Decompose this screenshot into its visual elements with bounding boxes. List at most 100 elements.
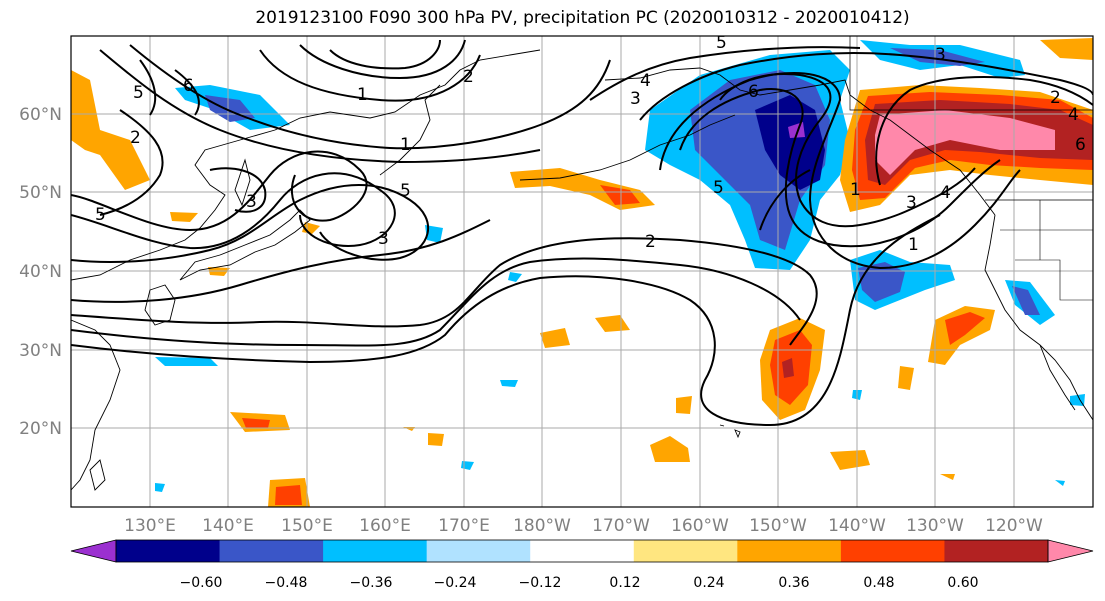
precip-negative-region: [155, 483, 165, 492]
precip-positive-region: [71, 70, 150, 190]
precip-positive-region: [945, 312, 985, 345]
pv-contour: [99, 109, 164, 216]
pv-contour-label: 4: [1068, 105, 1079, 125]
pv-contour-label: 4: [640, 71, 651, 91]
precip-positive-region: [595, 315, 630, 332]
colorbar-segment: [840, 540, 945, 562]
colorbar-tick-labels: −0.60 −0.48 −0.36 −0.24 −0.12 0.12 0.24 …: [180, 575, 979, 591]
precip-positive-region: [510, 168, 655, 210]
precip-positive-region: [650, 436, 690, 462]
pv-contour-label: 1: [908, 235, 919, 255]
precip-positive-region: [940, 474, 955, 480]
precip-negative-region: [788, 122, 805, 138]
lon-label: 140°E: [202, 516, 254, 536]
colorbar-segment: [633, 540, 738, 562]
colorbar-segment: [737, 540, 842, 562]
pv-contour: [875, 76, 1093, 186]
lon-label: 170°E: [438, 516, 490, 536]
gridlines: [71, 36, 1093, 507]
pv-contour-label: 2: [463, 67, 474, 87]
pv-contour: [679, 88, 1001, 248]
pv-contour-label: 6: [748, 82, 759, 102]
colorbar: [70, 539, 1094, 563]
asia-coast: [71, 49, 541, 281]
state-borders: [1000, 200, 1093, 301]
pv-contour: [329, 39, 441, 70]
pv-contour-label: 4: [940, 183, 951, 203]
pv-contour-label: 3: [935, 45, 946, 65]
precip-positive-region: [428, 433, 444, 446]
precip-negative-region: [500, 380, 518, 387]
colorbar-segment: [530, 540, 635, 562]
lon-label: 180°W: [513, 516, 571, 536]
pv-contour: [259, 49, 481, 102]
colorbar-tick-label: −0.36: [350, 575, 393, 591]
colorbar-outline: [115, 539, 1049, 563]
precip-negative-region: [461, 461, 474, 470]
pv-contour: [99, 49, 541, 164]
pv-contour: [639, 52, 1093, 121]
pv-contour-label: 3: [630, 89, 641, 109]
pv-contour: [174, 69, 200, 116]
pv-contour: [759, 169, 811, 231]
pv-contour-label: 2: [130, 128, 141, 148]
colorbar-segment: [426, 540, 531, 562]
pv-contour-label: 5: [716, 33, 727, 53]
precip-positive-region: [898, 366, 914, 390]
precip-positive-region: [275, 485, 302, 505]
precip-negative-region: [1055, 480, 1065, 486]
pv-contour-label: 6: [183, 76, 194, 96]
baja-coast: [1039, 344, 1076, 411]
pv-contour-label: 3: [246, 192, 257, 212]
lat-label: 40°N: [19, 262, 62, 282]
colorbar-segment: [944, 540, 1049, 562]
colorbar-tick-label: 0.36: [778, 575, 809, 591]
precip-positive-region: [600, 185, 640, 205]
precip-negative-region: [1070, 394, 1085, 406]
pv-contour-label: 5: [95, 205, 106, 225]
precip-positive-region: [242, 418, 270, 428]
pv-contour: [71, 172, 396, 250]
colorbar-segment: [116, 540, 221, 562]
pv-contour: [139, 59, 157, 116]
lon-label: 150°E: [281, 516, 333, 536]
pv-contour-label: 2: [1050, 88, 1061, 108]
pv-contour: [71, 184, 430, 263]
precip-negative-region: [1012, 286, 1040, 315]
taiwan-coast: [89, 459, 106, 491]
lat-label: 20°N: [19, 419, 62, 439]
pv-contour: [71, 257, 801, 347]
korea-coast: [144, 284, 176, 326]
colorbar-tick-label: −0.12: [519, 575, 562, 591]
lon-label: 130°W: [906, 516, 964, 536]
pv-contour: [719, 73, 976, 228]
pv-contours: [71, 39, 1093, 427]
colorbar-extend-low: [70, 539, 117, 563]
lon-label: 170°W: [592, 516, 650, 536]
pv-contour-label: 5: [400, 181, 411, 201]
pv-contour: [299, 39, 466, 80]
latitude-labels: 60°N 50°N 40°N 30°N 20°N: [19, 105, 62, 439]
map-title: 2019123100 F090 300 hPa PV, precipitatio…: [255, 8, 910, 28]
hawaii-islands: [719, 424, 741, 439]
colorbar-tick-label: −0.24: [434, 575, 477, 591]
colorbar-tick-label: 0.12: [609, 575, 640, 591]
pv-contour: [71, 214, 941, 427]
pv-contour: [589, 46, 861, 101]
coastlines: [71, 36, 1093, 491]
pv-contour: [659, 72, 1021, 270]
pv-contour: [71, 237, 818, 346]
china-coast: [71, 319, 121, 491]
lon-label: 160°W: [671, 516, 729, 536]
colorbar-tick-label: 0.48: [863, 575, 894, 591]
lat-label: 30°N: [19, 341, 62, 361]
pv-contour-label: 3: [378, 229, 389, 249]
colorbar-tick-label: −0.60: [180, 575, 223, 591]
pv-contour-label: 6: [1075, 135, 1086, 155]
pv-contour-label: 1: [850, 180, 861, 200]
lon-label: 140°W: [828, 516, 886, 536]
precip-negative-region: [425, 225, 443, 243]
precip-positive-region: [1040, 38, 1093, 60]
colorbar-extend-high: [1047, 539, 1094, 563]
pv-contour-label: 5: [133, 83, 144, 103]
